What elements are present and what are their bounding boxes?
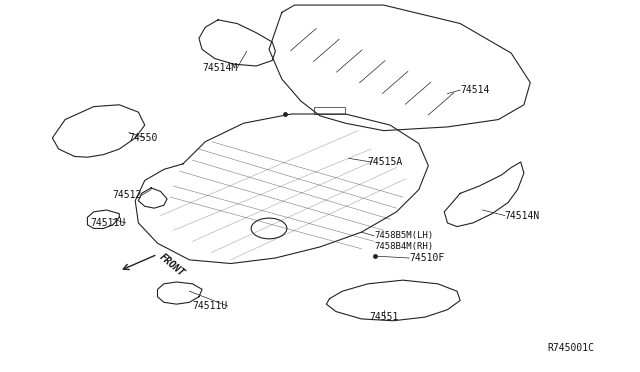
Text: 7458B5M(LH): 7458B5M(LH)	[374, 231, 433, 240]
Text: 74550: 74550	[129, 133, 158, 143]
Text: R745001C: R745001C	[547, 343, 594, 353]
Bar	[314, 108, 346, 114]
Text: 74515A: 74515A	[368, 157, 403, 167]
Text: 74512: 74512	[112, 190, 141, 200]
Text: 74514N: 74514N	[505, 211, 540, 221]
Text: 74551: 74551	[369, 312, 399, 322]
Text: 74511U: 74511U	[193, 301, 228, 311]
Text: 74514: 74514	[460, 85, 490, 95]
Text: 74514M: 74514M	[202, 63, 237, 73]
Text: 7458B4M(RH): 7458B4M(RH)	[374, 243, 433, 251]
Text: FRONT: FRONT	[157, 252, 186, 279]
Text: 74510F: 74510F	[409, 253, 444, 263]
Text: 74511U: 74511U	[90, 218, 125, 228]
